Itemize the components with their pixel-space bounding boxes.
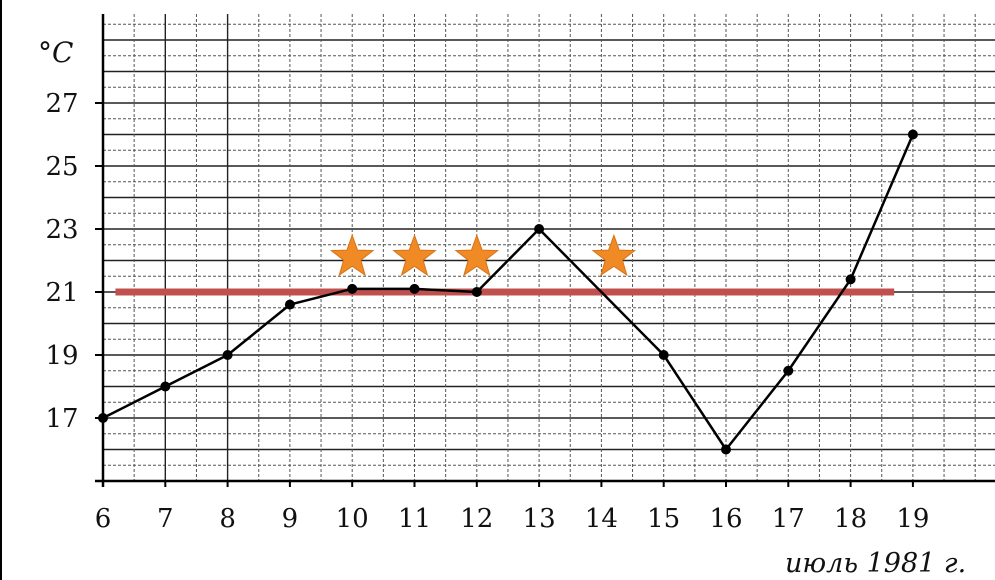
x-tick-label: 11 — [398, 504, 431, 534]
y-tick-label: 17 — [45, 404, 78, 434]
x-tick-label: 12 — [460, 504, 493, 534]
x-tick-label: 6 — [95, 504, 112, 534]
data-point — [347, 283, 358, 294]
data-point — [471, 287, 482, 297]
star-marker — [392, 233, 437, 277]
x-tick-label: 10 — [336, 504, 369, 534]
data-point — [907, 129, 918, 140]
star-marker — [329, 233, 375, 277]
star-marker — [454, 233, 500, 277]
grid — [103, 14, 995, 481]
data-point — [284, 299, 295, 310]
x-tick-label: 9 — [282, 504, 299, 534]
x-tick-label: 16 — [709, 504, 742, 534]
x-tick-label: 7 — [157, 504, 174, 534]
data-point — [845, 274, 856, 285]
data-point — [98, 413, 108, 423]
axes — [95, 14, 995, 487]
y-tick-label: 25 — [45, 152, 78, 182]
data-point — [721, 444, 731, 455]
x-tick-label: 14 — [585, 504, 618, 534]
star-marker — [591, 233, 637, 277]
y-tick-label: 23 — [45, 215, 78, 245]
data-point — [222, 350, 233, 360]
data-point — [658, 350, 669, 360]
data-point — [534, 224, 545, 234]
series-layer — [98, 129, 918, 455]
x-tick-label: 18 — [834, 504, 867, 534]
data-point — [409, 283, 420, 294]
data-point — [783, 365, 794, 376]
y-tick-label: 27 — [45, 89, 78, 119]
x-tick-label: 8 — [219, 504, 236, 534]
data-point — [160, 381, 171, 392]
tick-labels: 6 7 8 9 10 11 12 13 14 15 16 17 18 19 17 19 21 23 25 27 — [45, 89, 929, 534]
x-axis-caption: июль 1981 г. — [785, 548, 966, 579]
y-tick-label: 19 — [45, 341, 78, 371]
x-tick-label: 17 — [772, 504, 805, 534]
y-tick-label: 21 — [45, 278, 78, 308]
x-tick-label: 13 — [523, 504, 556, 534]
x-tick-label: 19 — [896, 504, 929, 534]
y-axis-unit-label: °C — [38, 36, 73, 69]
star-markers-layer — [329, 233, 637, 277]
x-tick-label: 15 — [647, 504, 680, 534]
